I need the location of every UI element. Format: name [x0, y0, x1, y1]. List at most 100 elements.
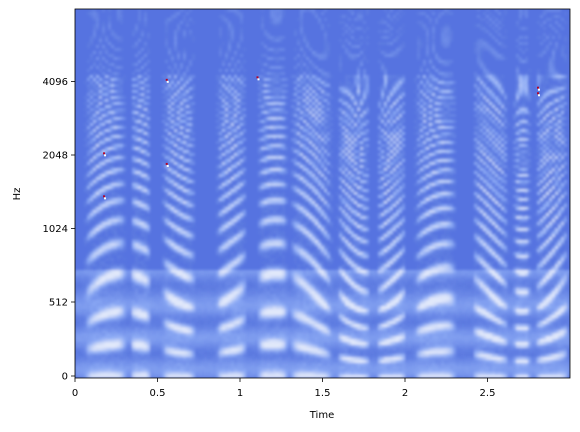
spectrogram-cell — [213, 288, 216, 291]
spectrogram-cell — [132, 33, 135, 36]
spectrogram-cell — [183, 144, 186, 147]
spectrogram-cell — [252, 309, 255, 312]
spectrogram-cell — [192, 192, 195, 195]
spectrogram-cell — [222, 363, 225, 366]
spectrogram-cell — [174, 282, 177, 285]
spectrogram-cell — [207, 330, 210, 333]
spectrogram-cell — [237, 186, 240, 189]
spectrogram-cell — [237, 375, 240, 378]
spectrogram-cell — [261, 150, 264, 153]
spectrogram-cell — [213, 318, 216, 321]
spectrogram-cell — [162, 186, 165, 189]
spectrogram-cell — [183, 234, 186, 237]
spectrogram-cell — [228, 165, 231, 168]
spectrogram-cell — [261, 342, 264, 345]
spectrogram-cell — [267, 345, 270, 348]
spectrogram-cell — [225, 90, 228, 93]
spectrogram-cell — [144, 333, 147, 336]
spectrogram-cell — [201, 372, 204, 375]
spectrogram-cell — [84, 300, 87, 303]
spectrogram-cell — [102, 81, 105, 84]
spectrogram-cell — [261, 327, 264, 330]
spectrogram-cell — [90, 231, 93, 234]
spectrogram-cell — [102, 132, 105, 135]
spectrogram-cell — [141, 366, 144, 369]
spectrogram-cell — [90, 228, 93, 231]
spectrogram-cell — [180, 93, 183, 96]
spectrogram-cell — [84, 129, 87, 132]
spectrogram-cell — [150, 360, 153, 363]
spectrogram-cell — [225, 285, 228, 288]
spectrogram-cell — [87, 150, 90, 153]
spectrogram-cell — [99, 318, 102, 321]
spectrogram-cell — [219, 252, 222, 255]
spectrogram-cell — [171, 60, 174, 63]
spectrogram-cell — [168, 333, 171, 336]
spectrogram-cell — [267, 267, 270, 270]
spectrogram-cell — [96, 18, 99, 21]
spectrogram-cell — [87, 69, 90, 72]
spectrogram-cell — [96, 183, 99, 186]
spectrogram-cell — [132, 321, 135, 324]
spectrogram-cell — [216, 228, 219, 231]
spectrogram-cell — [75, 303, 78, 306]
spectrogram-cell — [93, 195, 96, 198]
spectrogram-cell — [117, 201, 120, 204]
spectrogram-cell — [270, 285, 273, 288]
spectrogram-cell — [168, 120, 171, 123]
spectrogram-cell — [105, 297, 108, 300]
spectrogram-cell — [207, 366, 210, 369]
spectrogram-cell — [87, 126, 90, 129]
spectrogram-cell — [108, 27, 111, 30]
spectrogram-cell — [171, 210, 174, 213]
spectrogram-cell — [144, 96, 147, 99]
spectrogram-cell — [180, 231, 183, 234]
spectrogram-cell — [102, 48, 105, 51]
spectrogram-cell — [192, 171, 195, 174]
spectrogram-cell — [186, 309, 189, 312]
spectrogram-cell — [84, 267, 87, 270]
spectrogram-cell — [180, 174, 183, 177]
spectrogram-cell — [201, 276, 204, 279]
spectrogram-cell — [216, 198, 219, 201]
spectrogram-cell — [108, 363, 111, 366]
spectrogram-cell — [99, 354, 102, 357]
spectrogram-cell — [231, 132, 234, 135]
spectrogram-cell — [198, 375, 201, 378]
spectrogram-cell — [270, 165, 273, 168]
spectrogram-cell — [225, 237, 228, 240]
spectrogram-cell — [195, 372, 198, 375]
spectrogram-cell — [147, 309, 150, 312]
spectrogram-cell — [180, 21, 183, 24]
spectrogram-cell — [207, 309, 210, 312]
spectrogram-cell — [180, 153, 183, 156]
spectrogram-cell — [270, 114, 273, 117]
spectrogram-cell — [267, 198, 270, 201]
spectrogram-cell — [252, 348, 255, 351]
spectrogram-cell — [177, 327, 180, 330]
spectrogram-cell — [192, 339, 195, 342]
spectrogram-cell — [126, 354, 129, 357]
spectrogram-cell — [270, 18, 273, 21]
spectrogram-cell — [99, 312, 102, 315]
spectrogram-cell — [186, 12, 189, 15]
spectrogram-cell — [264, 255, 267, 258]
spectrogram-cell — [213, 276, 216, 279]
spectrogram-cell — [270, 21, 273, 24]
spectrogram-cell — [228, 180, 231, 183]
spectrogram-cell — [240, 129, 243, 132]
spectrogram-cell — [264, 270, 267, 273]
spectrogram-cell — [243, 234, 246, 237]
spectrogram-cell — [144, 267, 147, 270]
spectrogram-cell — [75, 300, 78, 303]
spectrogram-cell — [264, 345, 267, 348]
spectrogram-cell — [111, 204, 114, 207]
spectrogram-cell — [255, 273, 258, 276]
spectrogram-cell — [81, 342, 84, 345]
spectrogram-cell — [183, 84, 186, 87]
spectrogram-cell — [81, 375, 84, 378]
spectrogram-cell — [87, 321, 90, 324]
spectrogram-cell — [174, 33, 177, 36]
spectrogram-cell — [138, 150, 141, 153]
spectrogram-cell — [105, 153, 108, 156]
